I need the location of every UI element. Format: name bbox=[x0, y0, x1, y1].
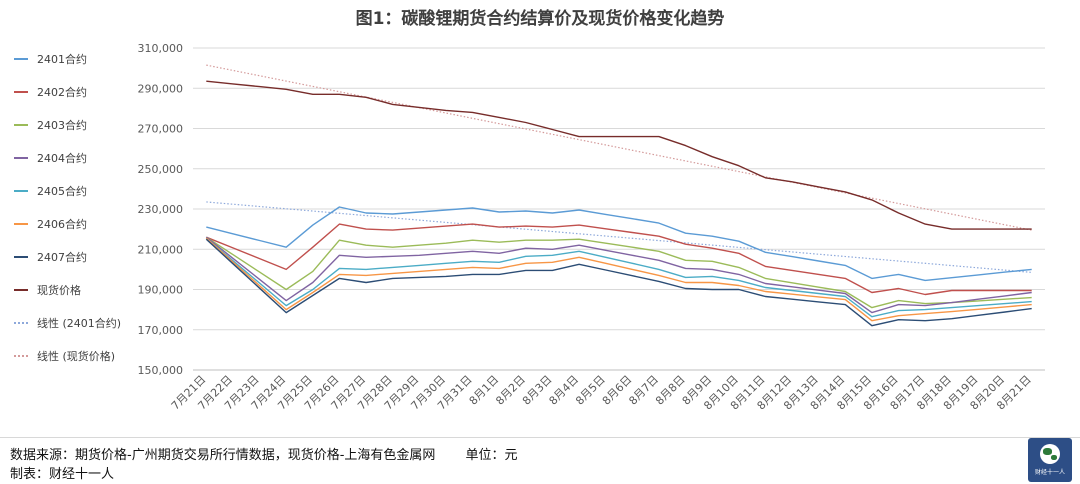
series-line bbox=[205, 236, 1032, 309]
legend-label: 2402合约 bbox=[37, 85, 87, 99]
series-line bbox=[206, 223, 1032, 296]
legend-swatch bbox=[14, 222, 28, 225]
legend-item-2404: 2404合约 bbox=[14, 141, 144, 174]
footer-source-row: 数据来源：期货价格-广州期货交易所行情数据，现货价格-上海有色金属网 单位：元 bbox=[10, 444, 518, 463]
data-source-text: 数据来源：期货价格-广州期货交易所行情数据，现货价格-上海有色金属网 bbox=[10, 448, 436, 463]
legend-item-2406: 2406合约 bbox=[14, 207, 144, 240]
chart-legend: 2401合约 2402合约 2403合约 2404合约 2405合约 2406合… bbox=[14, 42, 144, 372]
y-tick-label: 310,000 bbox=[138, 42, 184, 55]
y-tick-label: 290,000 bbox=[138, 82, 184, 95]
series-line bbox=[206, 206, 1032, 282]
legend-item-trend-2401: 线性 (2401合约) bbox=[14, 306, 144, 339]
y-tick-label: 170,000 bbox=[138, 324, 184, 337]
legend-label: 线性 (现货价格) bbox=[37, 349, 116, 363]
series-line bbox=[205, 237, 1032, 322]
legend-label: 现货价格 bbox=[37, 283, 81, 297]
trendline bbox=[206, 64, 1032, 231]
legend-label: 线性 (2401合约) bbox=[37, 316, 122, 330]
series-line bbox=[205, 237, 1032, 318]
brand-logo: 财经十一人 bbox=[1028, 438, 1072, 482]
legend-item-2402: 2402合约 bbox=[14, 75, 144, 108]
legend-swatch bbox=[14, 57, 28, 60]
y-tick-label: 190,000 bbox=[138, 284, 184, 297]
legend-swatch bbox=[14, 354, 28, 357]
legend-item-2405: 2405合约 bbox=[14, 174, 144, 207]
legend-swatch bbox=[14, 288, 28, 291]
legend-item-spot: 现货价格 bbox=[14, 273, 144, 306]
unit-text: 单位：元 bbox=[465, 448, 518, 463]
legend-swatch bbox=[14, 123, 28, 126]
series-line bbox=[206, 80, 1032, 230]
y-tick-label: 270,000 bbox=[138, 123, 184, 136]
trendline bbox=[206, 201, 1032, 273]
legend-label: 2401合约 bbox=[37, 52, 87, 66]
legend-label: 2404合约 bbox=[37, 151, 87, 165]
globe-icon bbox=[1040, 444, 1060, 464]
legend-label: 2403合约 bbox=[37, 118, 87, 132]
legend-item-2403: 2403合约 bbox=[14, 108, 144, 141]
series-line bbox=[205, 238, 1032, 327]
line-chart: 150,000 170,000 190,000 210,000 230,000 250,0… bbox=[138, 42, 1045, 413]
legend-swatch bbox=[14, 189, 28, 192]
chart-title: 图1：碳酸锂期货合约结算价及现货价格变化趋势 bbox=[355, 9, 725, 29]
y-tick-label: 230,000 bbox=[138, 203, 184, 216]
legend-item-2401: 2401合约 bbox=[14, 42, 144, 75]
legend-label: 2407合约 bbox=[37, 250, 87, 264]
legend-swatch bbox=[14, 156, 28, 159]
legend-label: 2406合约 bbox=[37, 217, 87, 231]
legend-swatch bbox=[14, 90, 28, 93]
y-tick-label: 210,000 bbox=[138, 243, 184, 256]
footer-divider bbox=[0, 437, 1080, 438]
chart-maker-text: 制表：财经十一人 bbox=[10, 467, 115, 482]
series-line bbox=[205, 236, 1032, 314]
y-tick-label: 250,000 bbox=[138, 163, 184, 176]
legend-item-trend-spot: 线性 (现货价格) bbox=[14, 339, 144, 372]
legend-label: 2405合约 bbox=[37, 184, 87, 198]
y-tick-label: 150,000 bbox=[138, 364, 184, 377]
logo-text: 财经十一人 bbox=[1034, 469, 1065, 476]
legend-item-2407: 2407合约 bbox=[14, 240, 144, 273]
legend-swatch bbox=[14, 255, 28, 258]
legend-swatch bbox=[14, 321, 28, 324]
